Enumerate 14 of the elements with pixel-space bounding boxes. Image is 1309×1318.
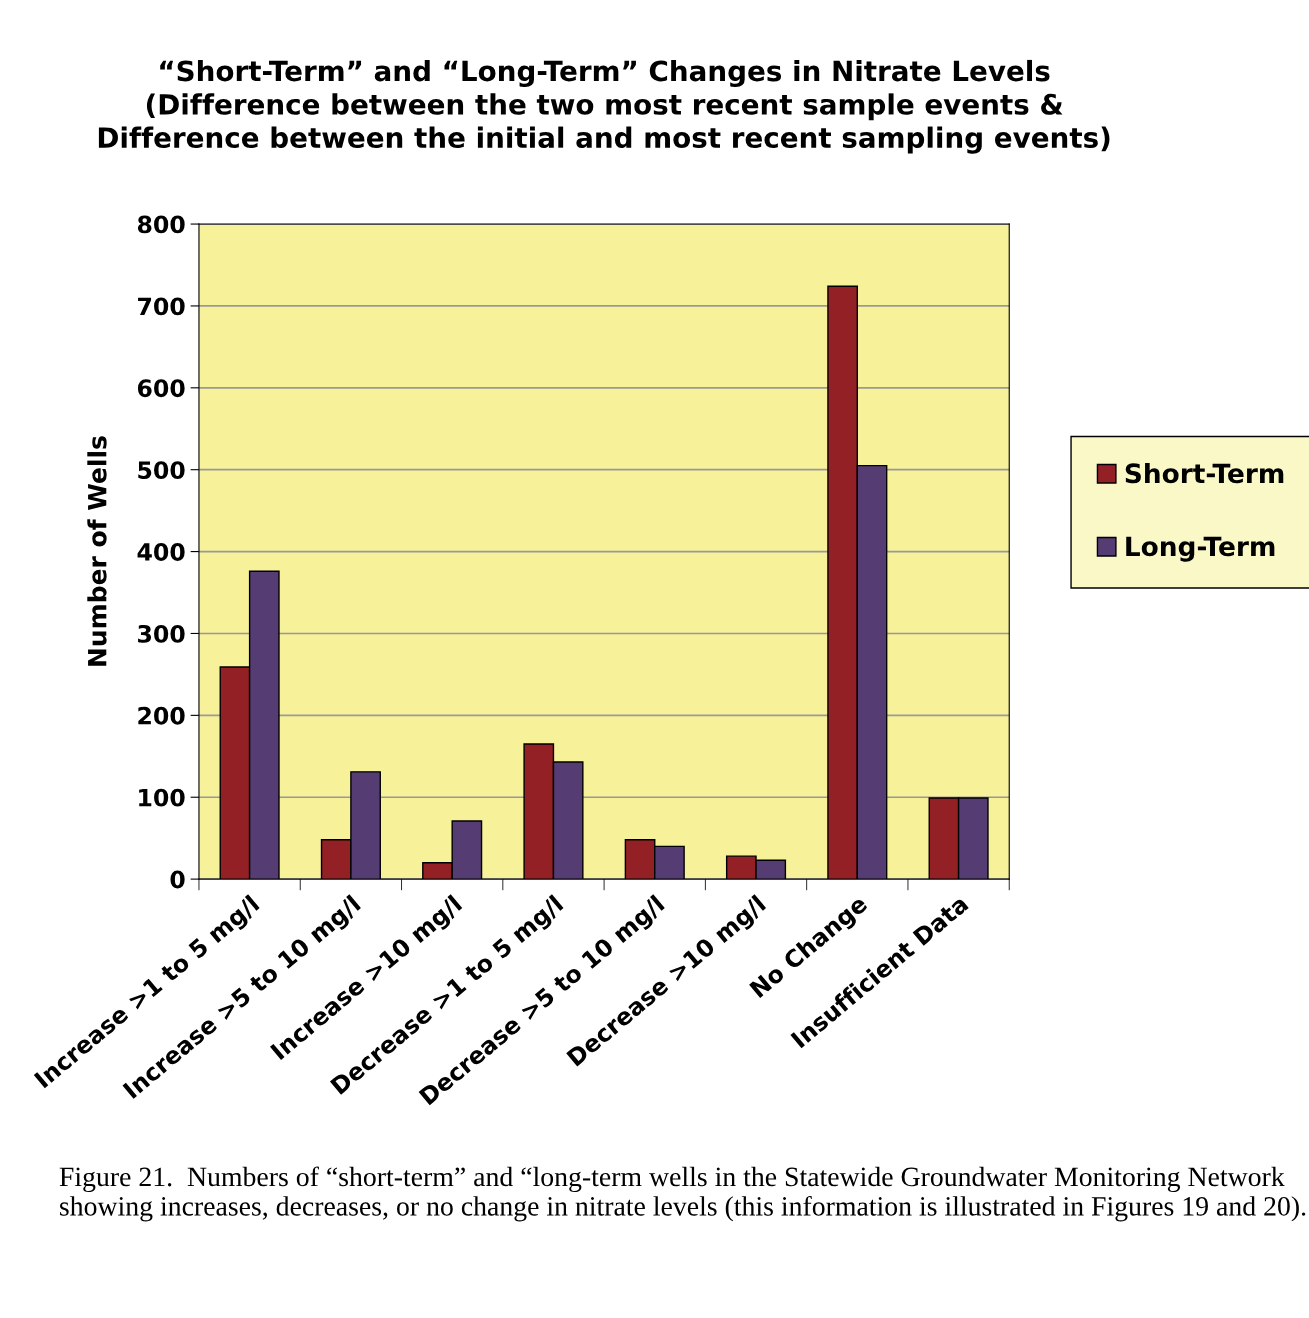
caption: Figure 21. Numbers of “short-term” and “long-term wells in the Statewide Groundwater Monitoring Network showing increases, decreases, or no change in nitrate levels (this information is illustrated in Figures 19 and 20). [59,1166,1306,1222]
y-tick-label: 400 [137,543,185,561]
y-tick-label: 600 [137,379,185,398]
y-tick-label: 200 [138,706,185,725]
y-tick-label: 800 [137,215,185,234]
y-tick-label: 700 [138,297,185,316]
y-tick-label: 500 [138,461,185,480]
chart-title: “Short-Term” and “Long-Term” Changes in Nitrate Levels (Difference between the two most recent sample events & Difference between the initial and most recent sampling events) [98,59,1110,154]
y-tick-label: 300 [138,624,185,643]
y-tick-label: 0 [170,870,185,889]
legend-label: Long-Term [1126,536,1275,562]
y-axis-title: Number of Wells [87,436,107,666]
legend-label: Short-Term [1125,462,1284,484]
y-tick-label: 100 [139,788,185,807]
